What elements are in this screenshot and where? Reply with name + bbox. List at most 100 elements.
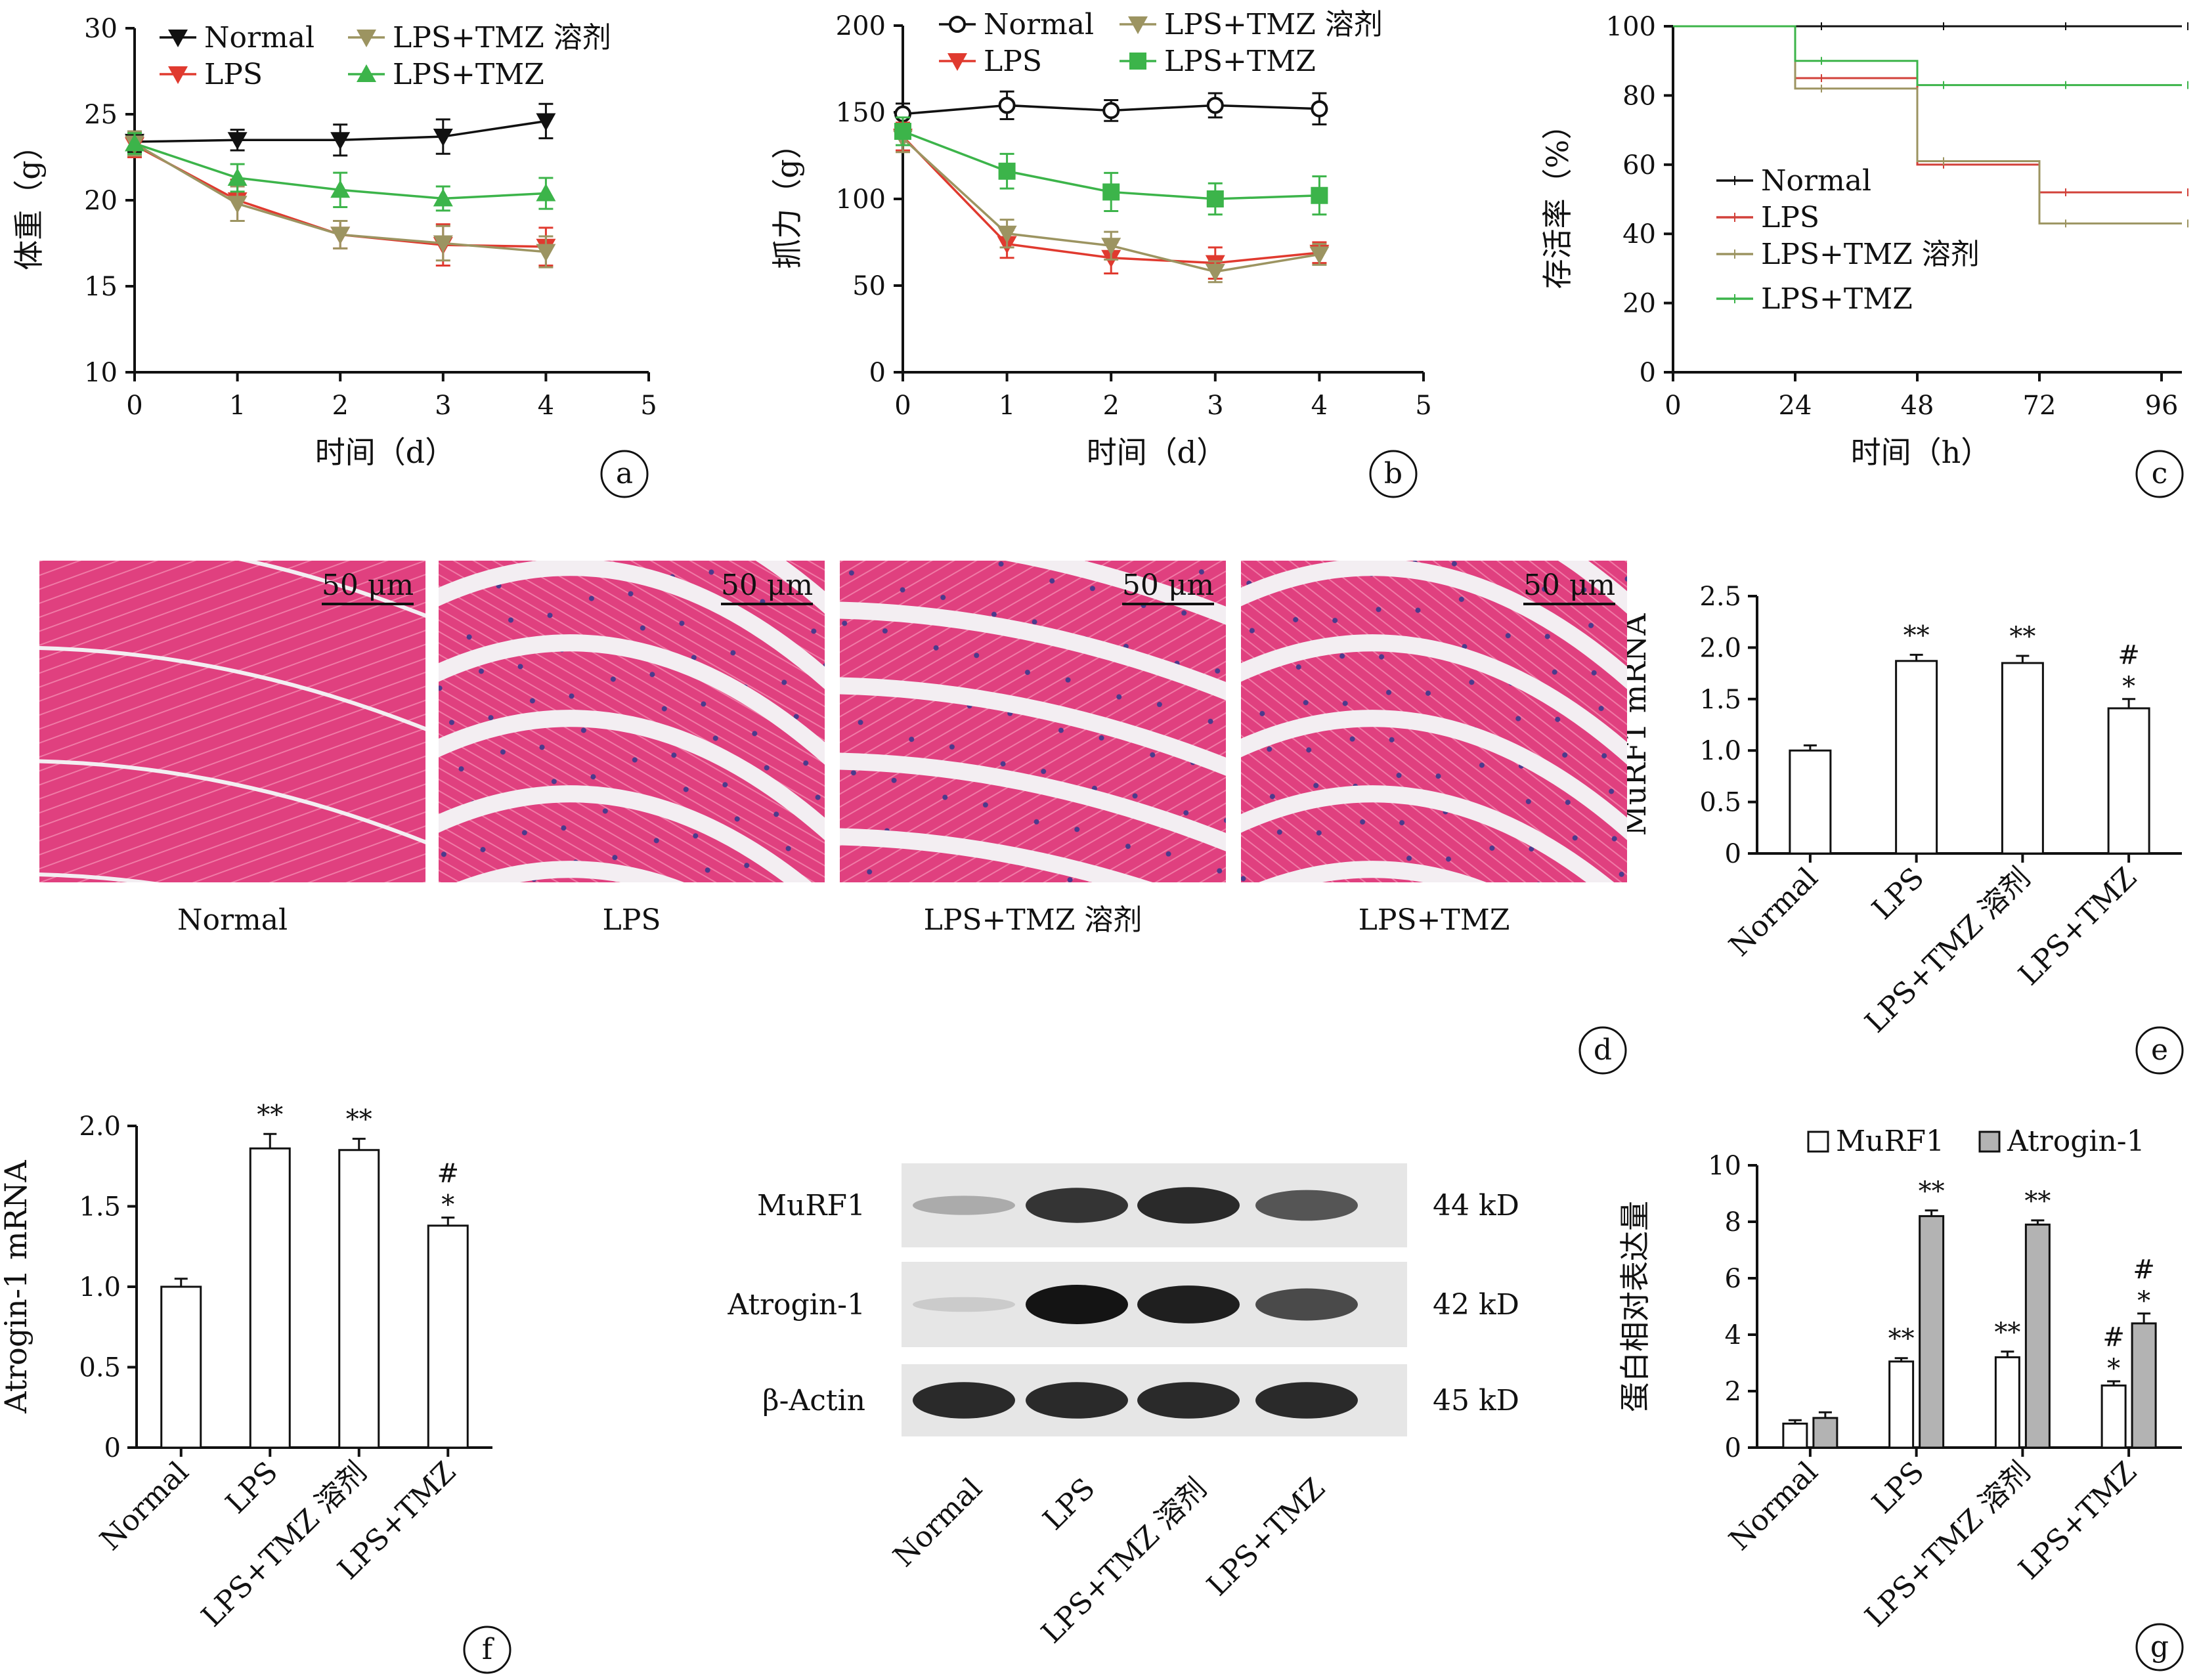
chart-f: 0 0.5 1.0 1.5 2.0 Atrogin-1 mRNA Normal LPS ** LP… (0, 1100, 492, 1633)
x-tick-label: 96 (2145, 391, 2179, 421)
y-tick-label: 40 (1622, 219, 1656, 249)
x-tick-label: Normal (1723, 861, 1825, 963)
legend-label: LPS (1761, 201, 1819, 234)
data-point (1101, 238, 1121, 256)
legend-marker (947, 53, 967, 71)
data-point (894, 123, 911, 140)
bar (1782, 1422, 1808, 1449)
x-tick-label: 4 (1311, 391, 1328, 421)
x-tick-label: Normal (94, 1455, 196, 1557)
panel-label-e: e (2135, 1026, 2184, 1075)
legend-label: LPS+TMZ (393, 58, 544, 91)
bar (427, 1224, 469, 1449)
y-tick-label: 0 (1640, 358, 1656, 388)
gap-stroke (238, 561, 425, 618)
histology-image-2: 50 μm LPS+TMZ 溶剂 (840, 561, 1226, 937)
data-point (1311, 186, 1328, 204)
blot-row-0: MuRF1 44 kD (757, 1163, 1519, 1247)
y-axis-title: 抓力（g） (770, 129, 805, 269)
data-point (998, 97, 1016, 114)
y-tick-label: 20 (1622, 289, 1656, 319)
data-point (1205, 263, 1225, 282)
y-tick-label: 2 (1725, 1377, 1741, 1407)
x-tick-label: 0 (894, 391, 911, 421)
x-tick-label: 0 (1664, 391, 1681, 421)
data-point (433, 129, 453, 147)
gap-stroke (439, 561, 825, 689)
histology-caption: LPS+TMZ (1359, 903, 1510, 937)
blot-band (913, 1382, 1015, 1419)
gap-stroke (439, 710, 825, 840)
legend-marker (168, 66, 188, 84)
y-tick-label: 2.0 (1699, 633, 1741, 663)
panel-circle (1369, 450, 1418, 498)
legend-marker (357, 30, 376, 47)
survival-step-line (1673, 25, 2182, 87)
axis-lines (1672, 26, 2182, 374)
panel-label-d: d (1578, 1026, 1627, 1075)
histology-caption: LPS (603, 903, 661, 937)
blot-row-2: β-Actin 45 kD (762, 1364, 1519, 1436)
histology-image-3: 50 μm LPS+TMZ (1241, 561, 1627, 937)
data-point (1311, 100, 1328, 118)
legend-label: LPS (204, 58, 263, 91)
panel-letter: g (2150, 1630, 2169, 1664)
scale-bar-label: 50 μm (721, 569, 813, 602)
data-point (1206, 190, 1224, 207)
axis-lines (902, 26, 1424, 374)
y-tick-label: 150 (836, 98, 886, 128)
y-axis-title: 存活率（%） (1540, 110, 1575, 290)
x-tick-label: 1 (229, 391, 246, 421)
y-tick-label: 4 (1725, 1320, 1741, 1350)
western-blot-layer: MuRF1 44 kD Atrogin-1 42 kD β-Actin 45 kD Norm… (727, 1163, 1519, 1650)
y-tick-label: 0.5 (79, 1353, 121, 1383)
data-point (330, 226, 351, 245)
scale-bar-label: 50 μm (1523, 569, 1615, 602)
panel-label-a: a (600, 450, 649, 498)
data-point (125, 133, 144, 152)
bar (1919, 1215, 1945, 1449)
gap-stroke (1241, 561, 1627, 689)
significance-mark: ** (1903, 620, 1930, 651)
blot-row-1: Atrogin-1 42 kD (727, 1262, 1519, 1347)
blot-band (1137, 1382, 1240, 1419)
legend-label: LPS (984, 45, 1042, 78)
protein-label: MuRF1 (757, 1189, 865, 1222)
legend: MuRF1 Atrogin-1 (1807, 1125, 2145, 1158)
blot-band (1137, 1187, 1240, 1224)
interstitial-gaps (1241, 561, 1627, 882)
chart-b: 0 50 100 150 200 0 1 2 3 4 5 时间（d） 抓力（g） Normal LPS LPS… (770, 8, 1432, 470)
survival-step-line (1673, 25, 2182, 225)
panel-circle (1578, 1026, 1627, 1075)
data-point (998, 162, 1016, 180)
x-tick-label: LPS+TMZ 溶剂 (195, 1455, 373, 1633)
legend-label: LPS+TMZ (1164, 45, 1316, 78)
interstitial-gaps (840, 561, 1226, 882)
y-tick-label: 1.5 (1699, 685, 1741, 715)
x-tick-label: 24 (1779, 391, 1812, 421)
survival-step-line (1673, 25, 2182, 194)
significance-mark: ** (2009, 622, 2035, 652)
x-tick-label: 72 (2023, 391, 2056, 421)
bar (1789, 749, 1832, 855)
data-point (1102, 102, 1120, 119)
panel-circle (463, 1626, 511, 1674)
x-tick-label: 4 (538, 391, 554, 421)
histology-image-1: 50 μm LPS (439, 561, 825, 937)
data-point (433, 188, 453, 207)
x-tick-label: Normal (1723, 1455, 1825, 1557)
y-tick-label: 6 (1725, 1264, 1741, 1294)
blot-band (1026, 1382, 1128, 1419)
panel-label-c: c (2135, 450, 2184, 498)
bar (249, 1147, 291, 1449)
gap-stroke (1241, 785, 1615, 882)
y-tick-label: 0 (104, 1433, 121, 1463)
legend-marker (949, 16, 966, 33)
data-point (227, 196, 248, 214)
x-tick-label: LPS (1865, 1455, 1930, 1520)
panel-letter: c (2152, 457, 2168, 490)
x-tick-label: 3 (1207, 391, 1223, 421)
significance-mark: * (441, 1190, 454, 1220)
